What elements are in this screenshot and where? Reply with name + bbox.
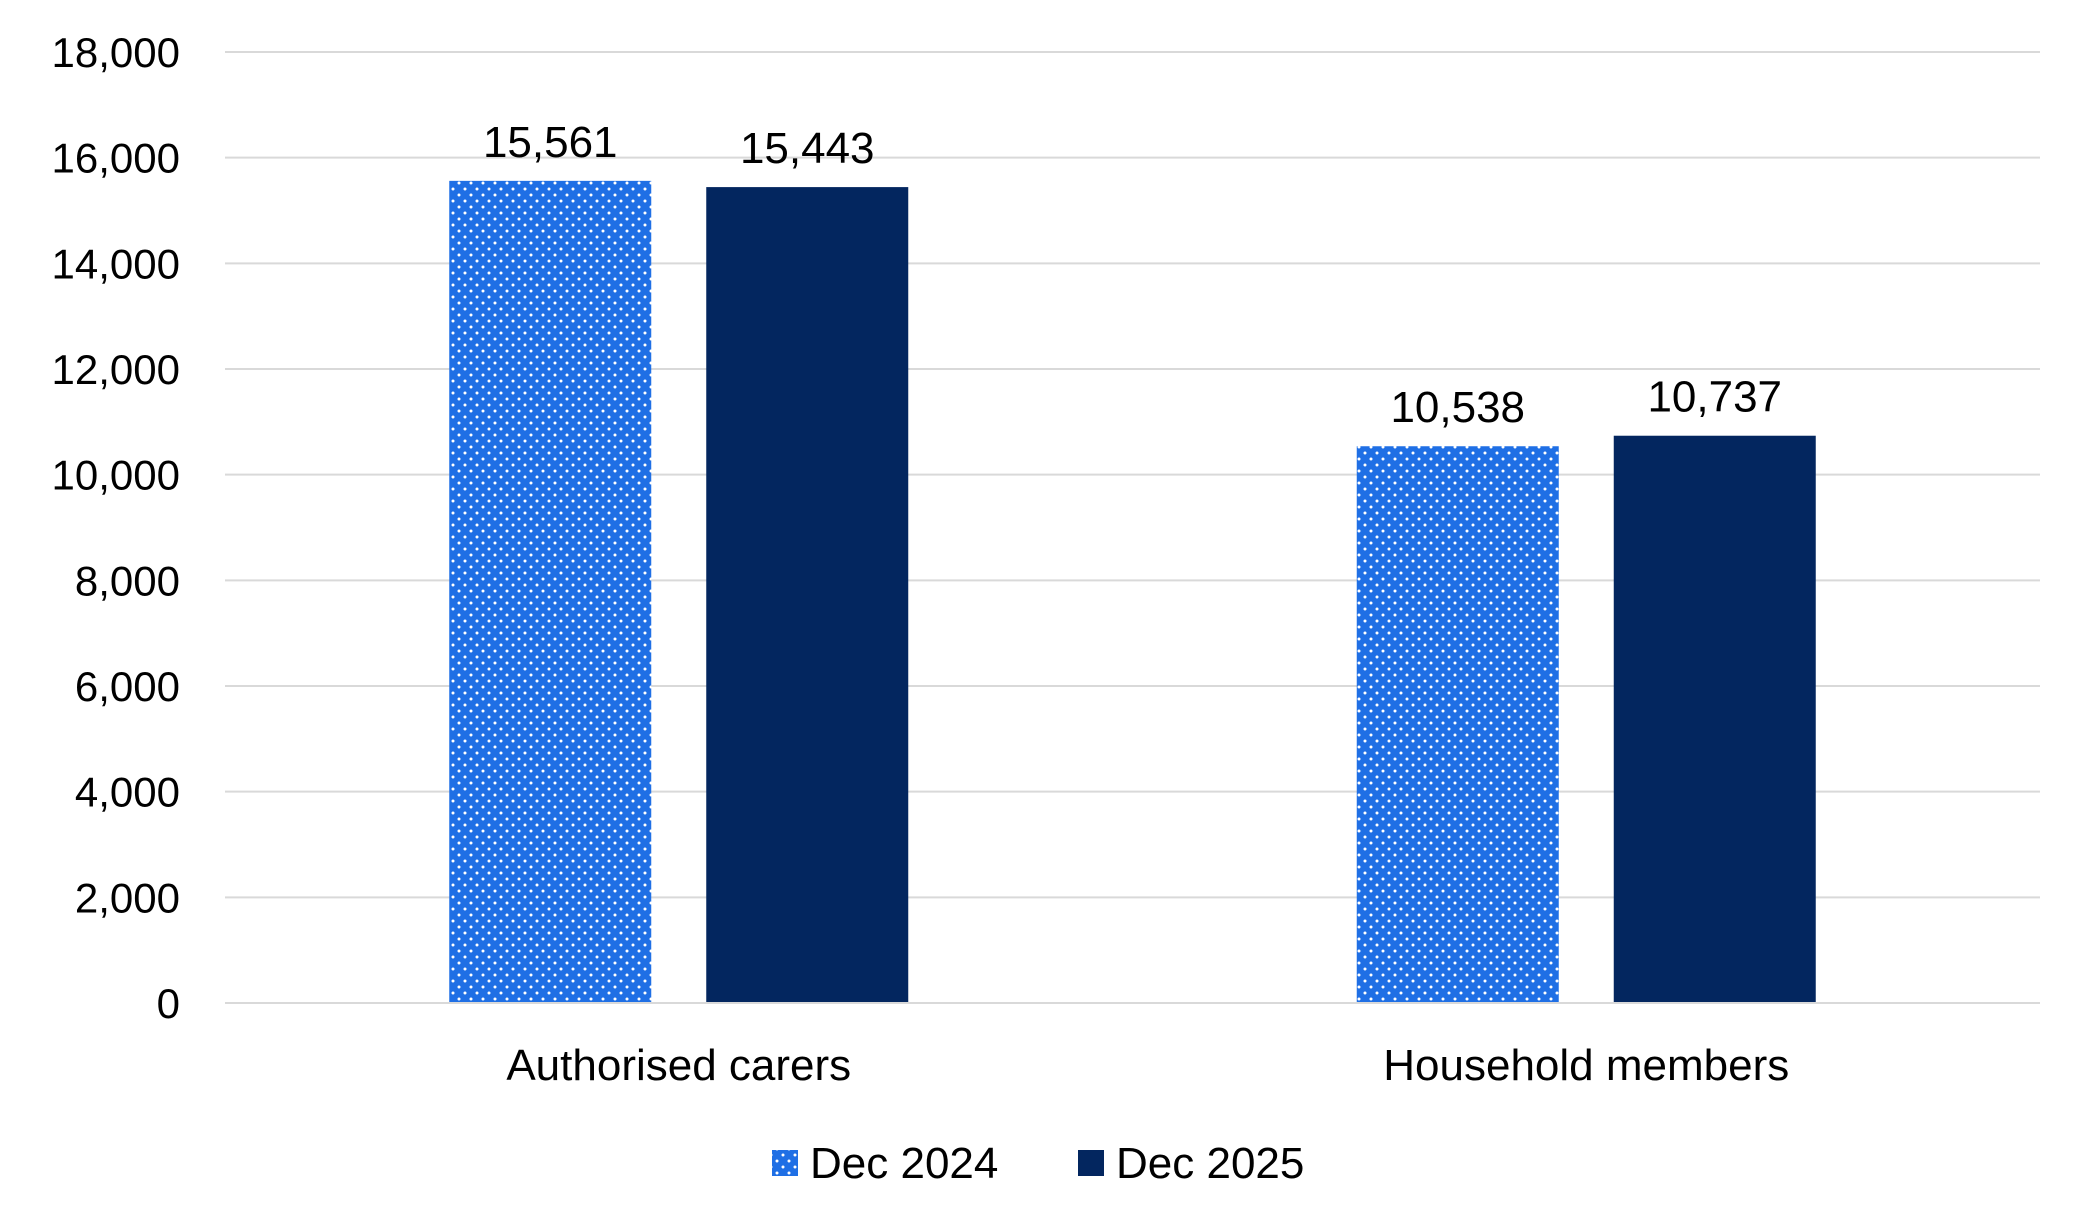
x-category-label: Household members: [1383, 1041, 1789, 1090]
y-tick-label: 16,000: [52, 135, 180, 182]
legend-label: Dec 2024: [810, 1139, 998, 1188]
x-axis: Authorised carers Household members: [225, 1002, 2040, 1090]
legend: Dec 2024 Dec 2025: [772, 1139, 1304, 1188]
bar-dec-2024-household-members: [1356, 446, 1559, 1004]
y-tick-label: 18,000: [52, 29, 180, 76]
legend-swatch-dec-2024: [772, 1150, 798, 1176]
y-tick-label: 8,000: [75, 557, 180, 604]
legend-swatch-dec-2025: [1078, 1150, 1104, 1176]
y-tick-label: 14,000: [52, 240, 180, 287]
y-tick-label: 10,000: [52, 452, 180, 499]
bar-dec-2025-household-members: [1613, 435, 1816, 1003]
y-tick-label: 4,000: [75, 769, 180, 816]
data-label: 10,737: [1647, 373, 1782, 422]
data-label: 15,561: [483, 118, 618, 167]
x-category-label: Authorised carers: [506, 1041, 851, 1090]
data-label: 10,538: [1390, 383, 1525, 432]
bar-dec-2025-authorised-carers: [706, 187, 909, 1003]
bar-dec-2024-authorised-carers: [449, 180, 652, 1004]
y-tick-label: 6,000: [75, 663, 180, 710]
bars: [449, 180, 1816, 1004]
y-tick-label: 2,000: [75, 874, 180, 921]
y-tick-label: 0: [157, 980, 180, 1027]
data-label: 15,443: [740, 124, 875, 173]
y-axis: 0 2,000 4,000 6,000 8,000 10,000 12,000 14,000 1…: [52, 29, 180, 1027]
y-tick-label: 12,000: [52, 346, 180, 393]
data-labels: 15,561 15,443 10,538 10,737: [483, 118, 1782, 432]
legend-label: Dec 2025: [1116, 1139, 1304, 1188]
